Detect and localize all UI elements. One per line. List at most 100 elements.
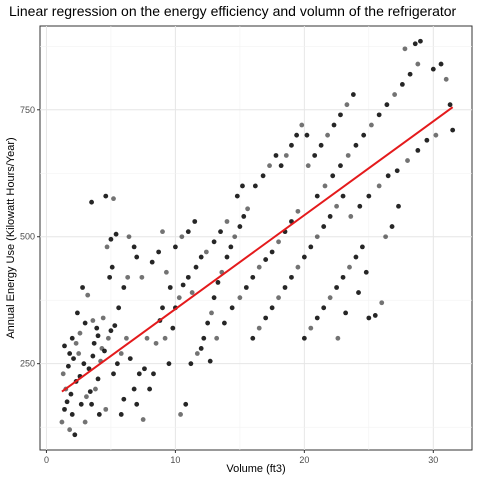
data-point [283,153,289,158]
data-point [366,193,372,199]
data-point [243,285,249,290]
data-point [116,305,122,311]
data-point [89,199,94,205]
data-point [305,163,311,169]
data-point [176,295,182,301]
data-point [201,335,207,341]
data-point [114,361,120,367]
data-point [139,274,145,280]
data-point [118,351,124,356]
data-point [109,264,115,270]
data-point [392,92,398,97]
data-point [131,244,137,250]
data-point [276,295,281,301]
data-point [91,340,97,346]
data-point [67,351,73,356]
data-point [308,244,314,250]
data-point [418,38,423,44]
data-point [334,285,339,290]
data-point [340,274,346,280]
data-point [198,254,204,260]
data-point [179,234,185,240]
data-point [188,361,194,367]
data-point [294,132,300,138]
data-point [289,274,294,280]
data-point [192,219,198,224]
data-point [111,371,116,377]
data-point [263,257,269,262]
data-point [87,389,93,395]
data-point [241,214,247,219]
data-point [89,401,94,407]
data-point [384,102,390,108]
data-point [68,391,74,397]
data-point [353,254,359,260]
data-point [218,229,223,235]
data-point [185,274,191,280]
data-point [205,320,211,326]
data-point [340,193,346,199]
data-point [260,173,266,179]
data-point [304,132,310,138]
data-point [412,41,418,47]
data-point [163,269,169,275]
data-point [312,153,318,158]
data-point [450,127,456,133]
data-point [327,295,333,301]
data-point [447,102,453,108]
data-point [385,173,391,179]
data-point [424,137,430,143]
grid-lines [40,26,472,450]
data-point [289,142,294,148]
data-point [82,320,88,326]
data-point [256,325,262,331]
x-tick-label: 10 [170,455,180,465]
data-point [160,229,165,235]
data-point [147,386,153,392]
data-point [282,285,288,290]
data-point [407,71,413,77]
data-point [345,153,351,158]
data-point [105,335,111,341]
x-tick-label: 0 [44,455,49,465]
data-point [359,244,365,250]
plot-panel [39,25,473,451]
data-point [193,264,199,270]
data-point [151,371,156,377]
data-point [211,295,217,301]
data-point [160,305,165,311]
data-point [107,274,113,280]
data-point [162,335,168,341]
data-point [322,183,328,189]
data-point [113,231,119,237]
data-point [60,371,66,377]
data-point [67,427,73,433]
data-point [167,285,173,290]
data-point [343,310,349,316]
data-point [331,122,337,128]
data-point [64,399,70,405]
y-axis-label: Annual Energy Use (Kilowatt Hours/Year) [5,137,17,338]
data-point [250,335,256,341]
data-point [78,401,84,407]
data-point [108,236,114,242]
data-point [118,412,124,417]
data-point [224,254,230,260]
data-point [353,142,359,148]
data-point [149,259,155,265]
data-point [394,168,400,174]
y-tick-label: 250 [20,359,35,369]
data-point [112,323,118,328]
data-point [295,208,301,214]
data-point [198,346,204,351]
data-point [72,432,78,438]
data-point [267,163,272,169]
data-point [211,239,217,245]
data-point [396,203,401,209]
y-tick-label: 750 [20,105,35,115]
data-point [62,343,67,349]
data-point [104,244,110,250]
data-point [121,396,127,402]
data-point [321,305,327,311]
data-point [77,330,83,336]
